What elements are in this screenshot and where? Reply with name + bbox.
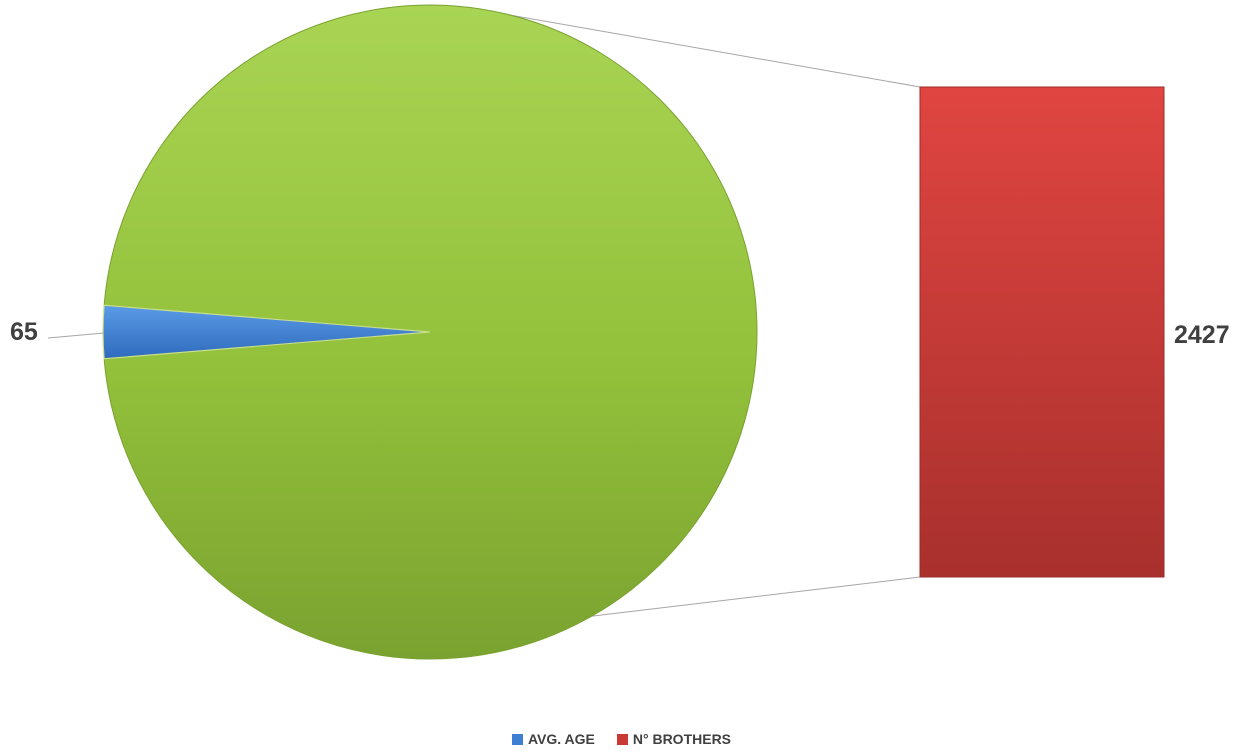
legend-item-n-brothers: N° BROTHERS [616,731,732,747]
legend-label-avg-age: AVG. AGE [527,731,595,747]
data-label-avg-age: 65 [10,318,38,346]
legend-swatch-avg-age [511,733,523,745]
leader-line-avg-age [47,332,105,339]
bar-n-brothers [919,86,1165,578]
legend: AVG. AGE N° BROTHERS [0,728,1243,750]
connector-line-top [510,14,921,88]
pie-slice-remainder [103,4,758,660]
legend-item-avg-age: AVG. AGE [511,731,595,747]
legend-swatch-n-brothers [616,733,628,745]
data-label-n-brothers: 2427 [1174,321,1230,349]
pie-slice-avg-age [102,304,431,360]
legend-label-n-brothers: N° BROTHERS [632,731,732,747]
